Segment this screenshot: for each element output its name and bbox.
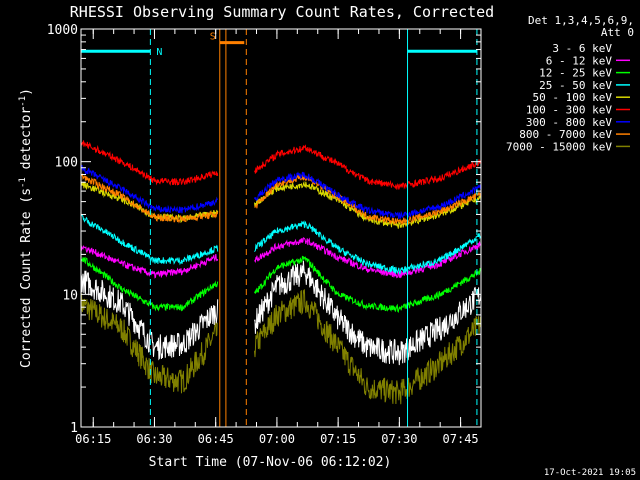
y-tick-label-4: 1000 — [47, 23, 78, 38]
footer-timestamp: 17-Oct-2021 19:05 — [544, 468, 636, 478]
legend-label-2: 6 - 12 keV — [546, 54, 613, 67]
marker-group — [81, 29, 478, 427]
legend-header-line-2: Att 0 — [601, 26, 634, 39]
series-line-5-part-2 — [254, 180, 481, 229]
y-axis-label-part1: Corrected Count Rate (s — [19, 188, 34, 368]
y-axis-label: Corrected Count Rate (s-1 detector-1) — [18, 88, 34, 368]
series-line-2-part-2 — [254, 237, 481, 279]
legend-label-1: 3 - 6 keV — [552, 42, 612, 55]
series-line-6-part-1 — [81, 140, 219, 186]
x-tick-label-5: 07:15 — [320, 432, 356, 446]
y-tick-label-3: 100 — [55, 156, 78, 171]
x-tick-label-6: 07:30 — [381, 432, 417, 446]
series-line-9-part-1 — [81, 293, 218, 394]
annotation-label-3: S — [210, 32, 216, 43]
x-tick-label-7: 07:45 — [443, 432, 479, 446]
series-group — [81, 140, 481, 405]
y-axis-label-sup1: -1 — [18, 177, 28, 188]
y-axis-label-part3: ) — [19, 88, 34, 96]
plot-frame — [80, 28, 482, 428]
legend-label-6: 100 - 300 keV — [526, 104, 612, 117]
axis-group: 06:15 06:30 06:45 07:00 07:15 07:30 07:45 1 10 10… — [47, 23, 482, 446]
y-tick-label-1: 1 — [70, 421, 78, 436]
x-tick-label-1: 06:15 — [75, 432, 111, 446]
x-tick-label-3: 06:45 — [198, 432, 234, 446]
annotation-label-1: N — [156, 47, 162, 58]
series-line-2-part-1 — [81, 244, 219, 279]
series-line-4-part-2 — [254, 220, 481, 275]
legend-label-8: 800 - 7000 keV — [519, 128, 612, 141]
legend-label-4: 25 - 50 keV — [539, 79, 612, 92]
legend-label-9: 7000 - 15000 keV — [506, 140, 612, 153]
series-line-3-part-1 — [81, 256, 219, 312]
series-line-9-part-2 — [254, 289, 481, 405]
y-axis-label-sup2: -1 — [18, 96, 28, 107]
legend-header-line-1: Det 1,3,4,5,6,9, — [528, 14, 634, 27]
series-line-4-part-1 — [81, 214, 219, 266]
series-line-3-part-2 — [254, 255, 481, 314]
series-line-6-part-2 — [254, 144, 481, 190]
series-line-7-part-2 — [254, 171, 481, 220]
series-line-7-part-1 — [81, 165, 218, 214]
y-axis-label-part2: detector — [19, 107, 34, 178]
legend-label-7: 300 - 800 keV — [526, 116, 612, 129]
x-tick-label-2: 06:30 — [136, 432, 172, 446]
x-tick-label-4: 07:00 — [259, 432, 295, 446]
series-line-8-part-1 — [81, 173, 219, 224]
series-line-1-part-1 — [81, 270, 219, 361]
series-line-1-part-2 — [254, 260, 481, 366]
legend-label-5: 50 - 100 keV — [533, 91, 613, 104]
legend-label-3: 12 - 25 keV — [539, 67, 612, 80]
x-axis-label: Start Time (07-Nov-06 06:12:02) — [149, 455, 392, 470]
chart-title: RHESSI Observing Summary Count Rates, Co… — [70, 3, 494, 21]
y-tick-label-2: 10 — [62, 288, 78, 303]
